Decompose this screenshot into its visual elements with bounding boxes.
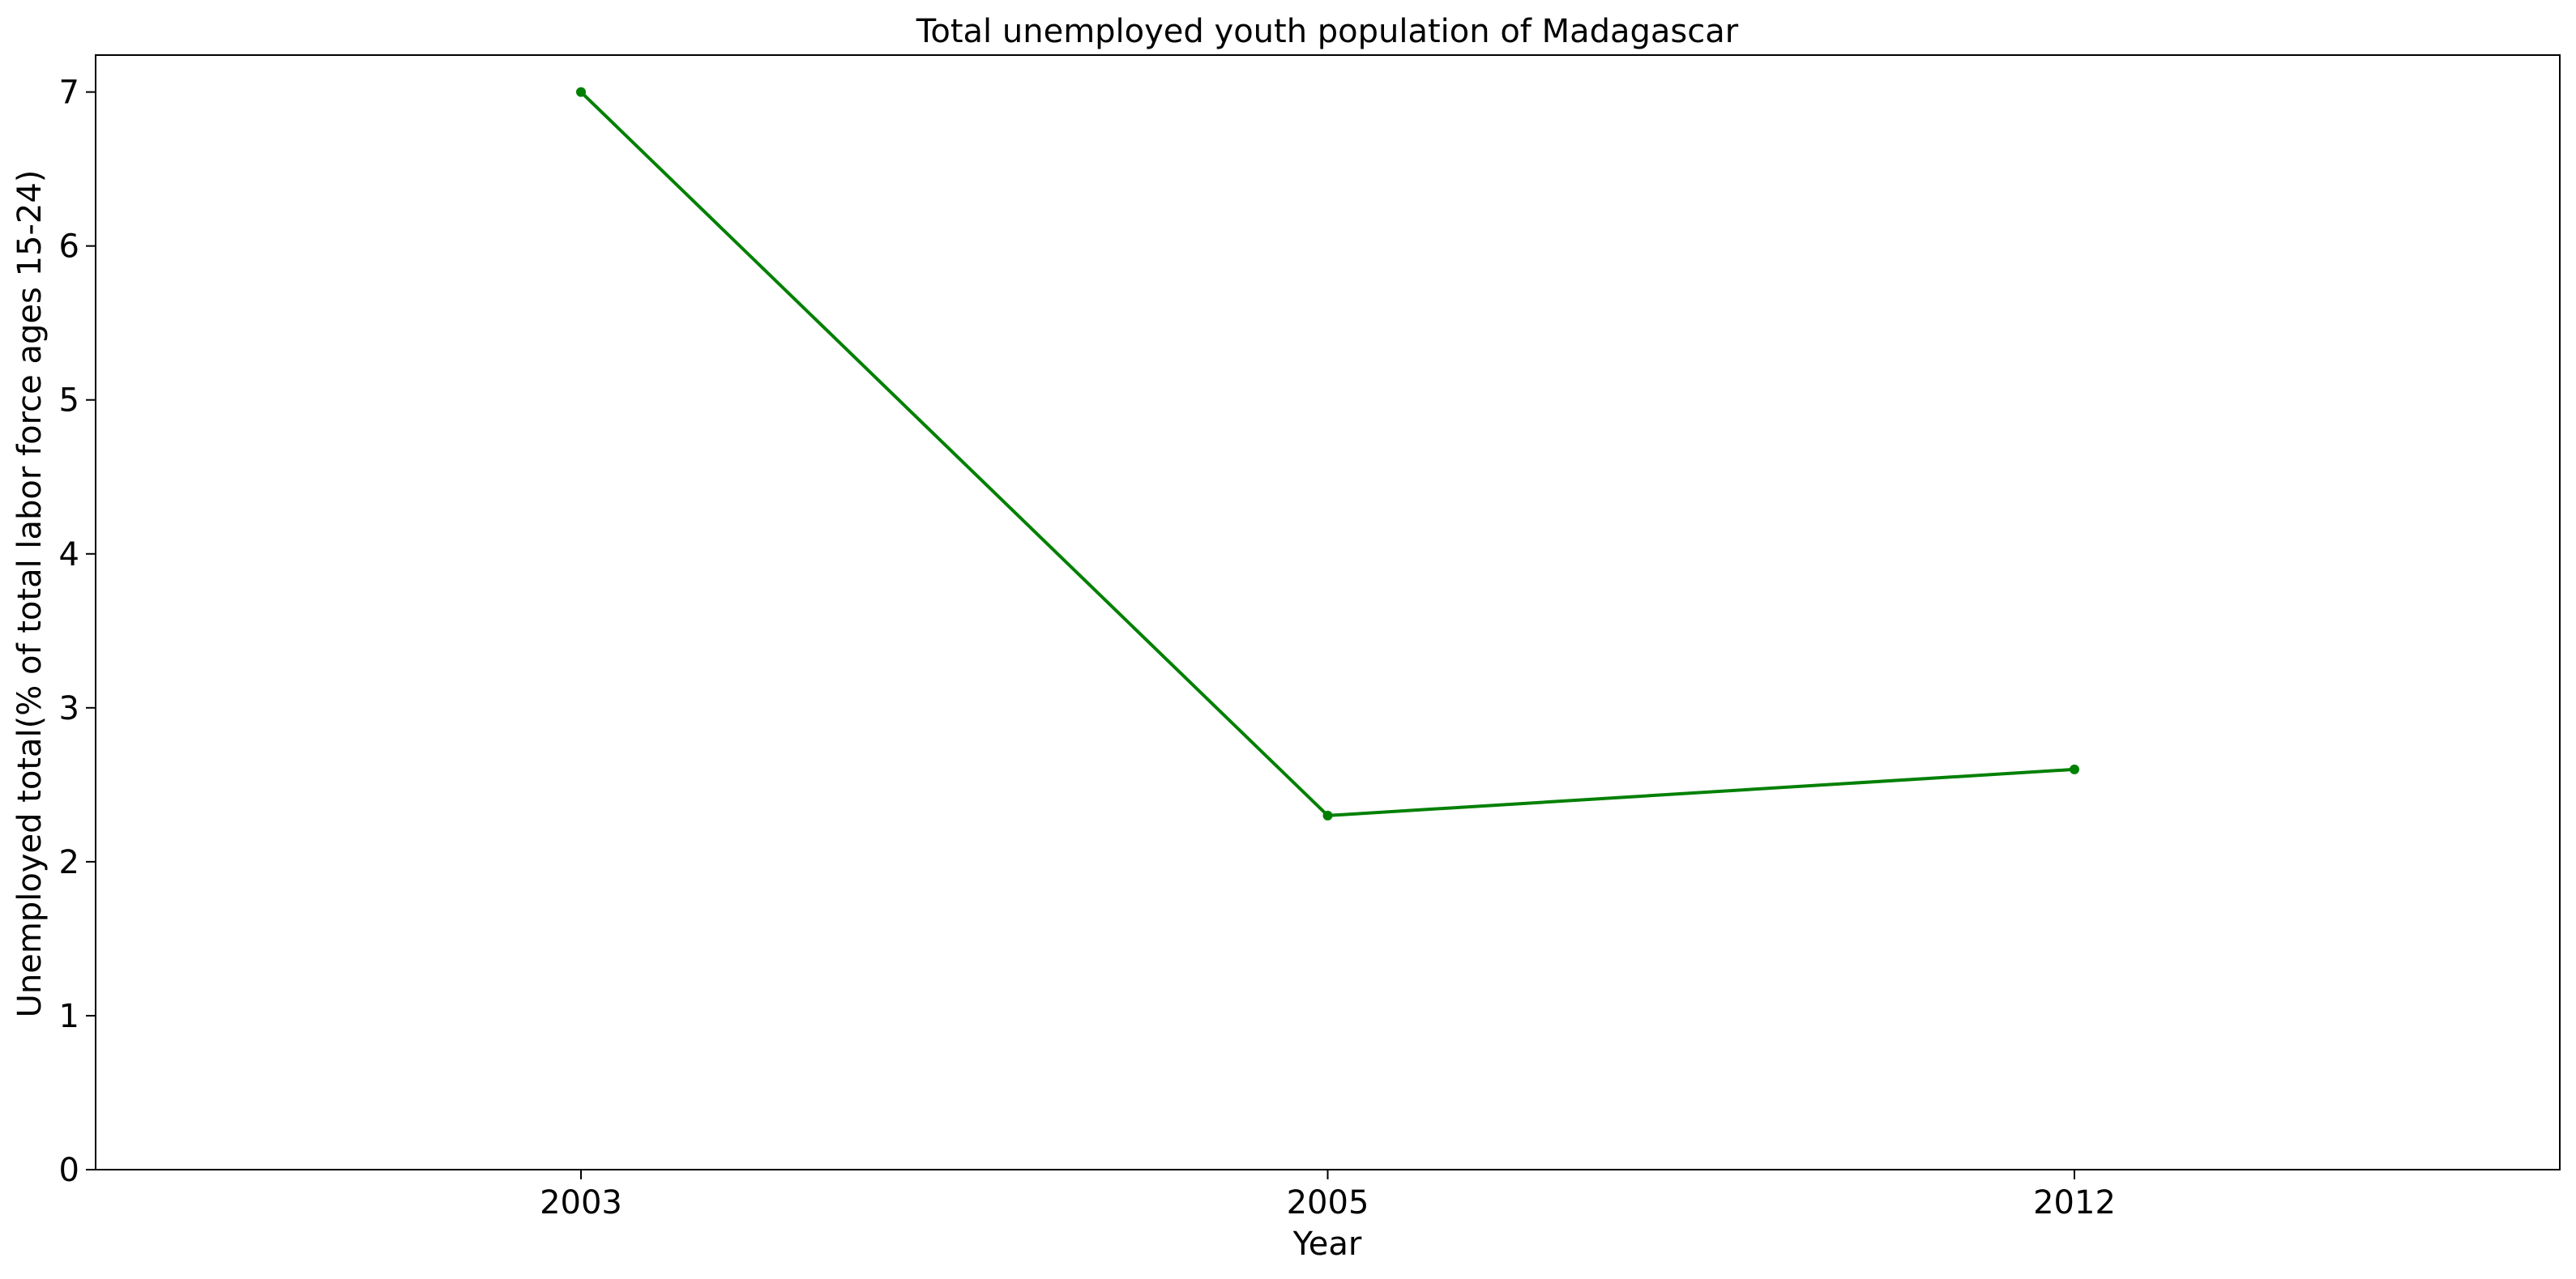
y-tick-label: 4 (59, 536, 79, 573)
x-tick-label: 2003 (540, 1184, 622, 1221)
chart-title: Total unemployed youth population of Mad… (916, 13, 1739, 50)
x-axis-label: Year (1292, 1226, 1362, 1263)
y-tick-label: 7 (59, 75, 79, 112)
data-point (575, 87, 586, 97)
data-point (1322, 810, 1333, 821)
plot-area: 0 1 2 3 4 5 6 7 2003 2005 2012 (59, 75, 2116, 1221)
y-tick-label: 1 (59, 998, 79, 1035)
data-point (2070, 764, 2080, 774)
x-tick-label: 2012 (2033, 1184, 2116, 1221)
y-tick-label: 6 (59, 228, 79, 266)
y-tick-label: 5 (59, 382, 79, 420)
y-axis-label: Unemployed total(% of total labor force … (11, 170, 49, 1018)
plot-frame (95, 54, 2561, 1170)
y-tick-label: 2 (59, 844, 79, 881)
x-tick-label: 2005 (1287, 1184, 1369, 1221)
y-tick-label: 0 (59, 1152, 79, 1189)
y-tick-label: 3 (59, 690, 79, 727)
